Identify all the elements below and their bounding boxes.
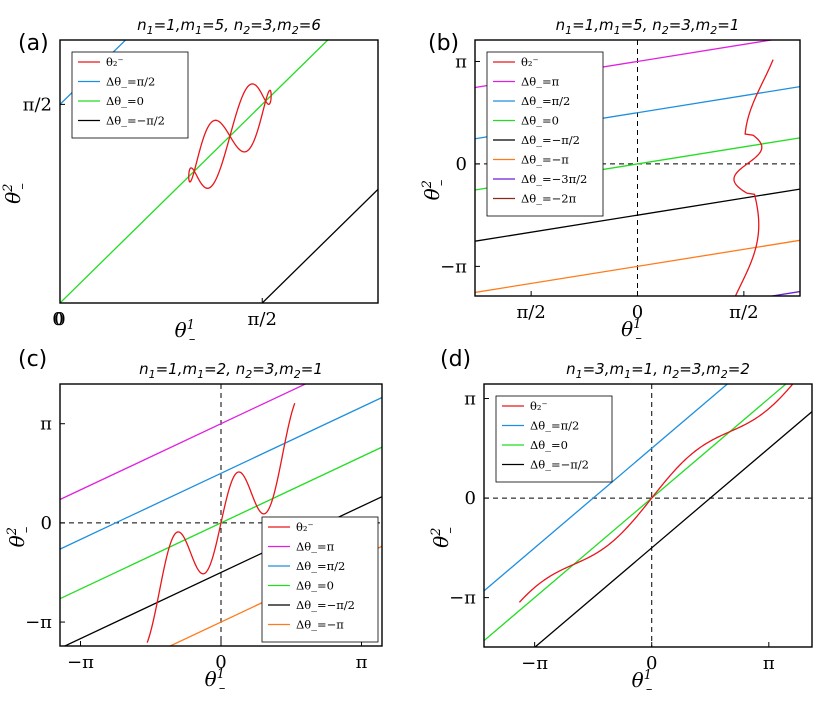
legend-entry: Δθ_=π [521, 75, 560, 89]
legend-entry: Δθ_=−2π [521, 192, 577, 206]
y-tick-label: 0 [456, 154, 467, 175]
y-tick-label: π [455, 51, 467, 72]
y-axis-label: θ2– [5, 526, 34, 547]
legend-box [486, 51, 604, 217]
series-line [60, 396, 382, 550]
legend: θ₂⁻ Δθ_=π/2 Δθ_=0 Δθ_=−π/2 [71, 51, 189, 139]
x-tick-label: −π [521, 653, 548, 674]
y-axis-label: θ2– [420, 179, 449, 200]
svg-text:θ2–: θ2– [420, 179, 449, 200]
legend-box [495, 395, 613, 483]
axis-frame [483, 383, 813, 648]
legend-entry: θ₂⁻ [296, 520, 314, 534]
panel-d: (d) n1=3,m1=1, n2=3,m2=2 −π 0 π π 0 −π θ1 – θ2– θ₂⁻… [429, 347, 813, 697]
y-tick-label: −π [449, 588, 476, 609]
legend-entry: Δθ_=π [296, 540, 335, 554]
x-tick-label: π/2 [516, 302, 545, 323]
theta-curve [146, 402, 296, 643]
theta-curve [518, 384, 794, 603]
y-tick-label: π [40, 414, 52, 435]
series-line [60, 384, 307, 501]
axis-frame [59, 39, 379, 304]
legend-entry: Δθ_=−π [521, 153, 569, 167]
svg-text:θ2–: θ2– [1, 183, 30, 204]
x-axis-label: θ1– [632, 668, 653, 697]
series-line [60, 40, 329, 303]
legend-entry: Δθ_=0 [530, 438, 568, 452]
x-tick-label: 0 [646, 653, 657, 674]
svg-text:θ2–: θ2– [5, 526, 34, 547]
chart-title: n1=1,m1=5, n2=3,m2=6 [137, 16, 321, 37]
legend-entry: θ₂⁻ [106, 55, 124, 69]
svg-text:θ1–: θ1– [621, 317, 642, 346]
panel-c: (c) n1=1,m1=2, n2=3,m2=1 −π 0 π π 0 −π θ1 – θ2– θ₂⁻… [5, 347, 383, 696]
series-line [475, 188, 800, 242]
legend: θ₂⁻ Δθ_=π Δθ_=π/2 Δθ_=0 Δθ_=−π/2 Δθ_=−π [261, 516, 379, 643]
x-tick-label: π [356, 652, 368, 673]
legend-entry: θ₂⁻ [521, 55, 539, 69]
legend-entry: Δθ_=−π/2 [106, 114, 165, 128]
legend-entry: Δθ_=−3π/2 [521, 172, 587, 186]
origin-label: 0 [52, 309, 63, 330]
x-tick-label: π [763, 653, 775, 674]
legend-entry: θ₂⁻ [530, 399, 548, 413]
x-tick-label: 0 [632, 302, 643, 323]
legend-entry: Δθ_=0 [521, 114, 559, 128]
svg-text:θ1–: θ1– [175, 318, 196, 347]
series-line [484, 384, 729, 592]
chart-title: n1=1,m1=2, n2=3,m2=1 [139, 360, 323, 381]
y-tick-label: 0 [41, 513, 52, 534]
panel-b: (b) n1=1,m1=5, n2=3,m2=1 π/2 0 π/2 π 0 −π θ1 – θ2–… [420, 16, 801, 346]
x-axis-label: θ1– [175, 318, 196, 347]
panel-label: (a) [18, 31, 49, 56]
legend-entry: Δθ_=−π/2 [296, 598, 355, 612]
y-axis-label: θ2– [1, 183, 30, 204]
panel-label: (c) [18, 347, 47, 372]
legend-entry: Δθ_=π/2 [296, 559, 345, 573]
series-line [261, 188, 378, 303]
x-tick-label: π/2 [248, 309, 277, 330]
plot-area [60, 384, 382, 646]
chart-title: n1=3,m1=1, n2=3,m2=2 [566, 360, 750, 381]
x-tick-label: π/2 [729, 302, 758, 323]
legend-entry: Δθ_=−π/2 [521, 133, 580, 147]
legend: θ₂⁻ Δθ_=π/2 Δθ_=0 Δθ_=−π/2 [495, 395, 613, 483]
x-axis-label: θ1– [621, 317, 642, 346]
legend-entry: Δθ_=π/2 [521, 94, 570, 108]
x-axis-label: θ1– [205, 667, 226, 696]
y-tick-label: −π [440, 256, 467, 277]
theta-curve [188, 83, 272, 189]
svg-text:θ1–: θ1– [205, 667, 226, 696]
series-line [534, 411, 812, 647]
theta-curve [733, 59, 774, 296]
panel-label: (b) [428, 31, 459, 56]
legend-entry: Δθ_=−π [296, 618, 344, 632]
legend-entry: Δθ_=−π/2 [530, 458, 589, 472]
legend-box [261, 516, 379, 643]
legend-box [71, 51, 189, 139]
panel-a: (a)n1=1,m1=5, n2=3,m2=60 π/2π/20 θ1 –θ2–θ₂⁻… [1, 16, 379, 347]
svg-text:θ1–: θ1– [632, 668, 653, 697]
legend-entry: Δθ_=π/2 [106, 75, 155, 89]
series-line [484, 384, 787, 642]
svg-text:θ2–: θ2– [429, 527, 458, 548]
legend-entry: Δθ_=0 [296, 579, 334, 593]
y-axis-label: θ2– [429, 527, 458, 548]
legend: θ₂⁻ Δθ_=π Δθ_=π/2 Δθ_=0 Δθ_=−π/2 Δθ_=−π Δθ_=−3… [486, 51, 604, 217]
legend-entry: Δθ_=π/2 [530, 419, 579, 433]
y-tick-label: 0 [465, 488, 476, 509]
plot-area [484, 384, 812, 647]
y-tick-label: −π [25, 612, 52, 633]
x-tick-label: 0 [215, 652, 226, 673]
series-line [475, 239, 800, 294]
x-tick-label: 0 [54, 309, 65, 330]
chart-title: n1=1,m1=5, n2=3,m2=1 [556, 16, 740, 37]
y-tick-label: π/2 [23, 94, 52, 115]
y-tick-label: π [464, 389, 476, 410]
legend-entry: Δθ_=0 [106, 94, 144, 108]
x-tick-label: −π [67, 652, 94, 673]
panel-label: (d) [440, 347, 471, 372]
